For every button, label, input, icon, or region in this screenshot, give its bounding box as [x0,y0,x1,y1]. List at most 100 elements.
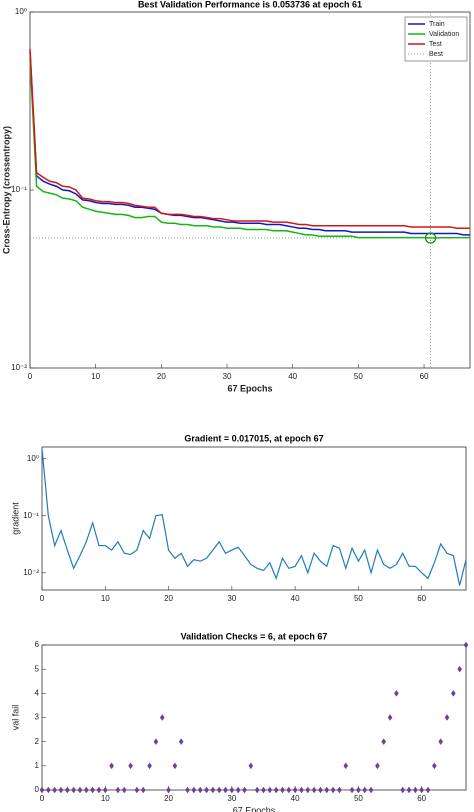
point [311,786,317,794]
chart-title: Best Validation Performance is 0.053736 … [138,0,362,9]
point [134,786,140,794]
x-tick-label: 10 [101,594,110,603]
x-tick-label: 40 [291,794,300,803]
point [77,786,83,794]
point [197,786,203,794]
y-axis-label: Cross-Entropy (crossentropy) [1,126,11,254]
x-tick-label: 40 [288,372,297,381]
point [419,786,425,794]
x-tick-label: 30 [227,594,236,603]
x-tick-label: 30 [227,794,236,803]
point [381,738,387,746]
y-tick-label: 5 [35,664,40,673]
x-tick-label: 20 [157,372,166,381]
point [58,786,64,794]
point [45,786,51,794]
series-line [29,58,470,239]
y-axis-label: val fail [10,705,20,731]
point [52,786,58,794]
point [349,786,355,794]
point [375,762,380,770]
point [292,786,298,794]
x-tick-label: 0 [40,794,45,803]
point [115,786,121,794]
x-tick-label: 60 [417,594,426,603]
legend-label: Validation [429,31,459,38]
x-tick-label: 40 [291,594,300,603]
point [109,762,114,770]
point [191,786,197,794]
x-tick-label: 0 [28,372,33,381]
point [83,786,89,794]
x-tick-label: 0 [40,594,45,603]
x-axis-label: 67 Epochs [227,383,272,393]
x-tick-label: 20 [164,794,173,803]
x-tick-label: 60 [420,372,429,381]
x-tick-label: 10 [101,794,110,803]
point [343,762,349,770]
point [96,786,102,794]
point [204,786,209,794]
best-marker [424,232,437,244]
x-axis-label: 67 Epochs [233,805,276,812]
point [210,786,216,794]
x-tick-label: 30 [223,372,232,381]
point [286,786,292,794]
point [159,714,165,721]
plot-area [41,644,467,791]
point [406,786,412,794]
point [368,786,374,794]
legend-label: Best [429,51,443,58]
y-tick-label: 1 [35,761,40,770]
point [463,641,469,649]
point [185,786,190,794]
point [223,786,228,794]
point [242,786,247,794]
point [438,738,444,746]
point [254,786,260,794]
y-tick-label: 2 [35,737,40,746]
point [299,786,304,794]
point [39,786,45,794]
point [147,762,152,770]
point [140,786,146,794]
point [121,786,127,794]
y-axis-label: gradient [10,502,20,535]
x-tick-label: 50 [354,372,363,381]
x-tick-label: 10 [91,372,100,381]
point [235,786,241,794]
x-tick-label: 50 [354,594,363,603]
chart-title: Gradient = 0.017015, at epoch 67 [184,433,323,443]
point [248,762,254,770]
y-tick-label: 0 [35,785,40,794]
y-tick-label: 10⁻¹ [11,185,27,194]
point [261,786,266,794]
x-tick-label: 50 [354,794,363,803]
point [64,786,70,794]
point [128,762,133,770]
plot-area [29,11,471,369]
point [425,786,431,794]
point [102,786,108,794]
x-tick-label: 20 [164,594,173,603]
point [337,786,342,794]
y-tick-label: 10⁰ [27,454,39,463]
point [330,786,336,794]
point [153,738,159,746]
y-tick-label: 10⁰ [15,7,27,16]
series-line [41,448,467,586]
y-tick-label: 6 [35,640,40,649]
point [387,714,393,721]
point [280,786,285,794]
legend-label: Train [429,21,445,28]
point [178,738,184,746]
point [305,786,311,794]
y-tick-label: 10⁻² [11,363,27,372]
point [394,689,399,697]
plot-area [41,446,467,591]
point [444,714,450,721]
point [90,786,95,794]
series-line [29,48,470,229]
point [413,786,418,794]
